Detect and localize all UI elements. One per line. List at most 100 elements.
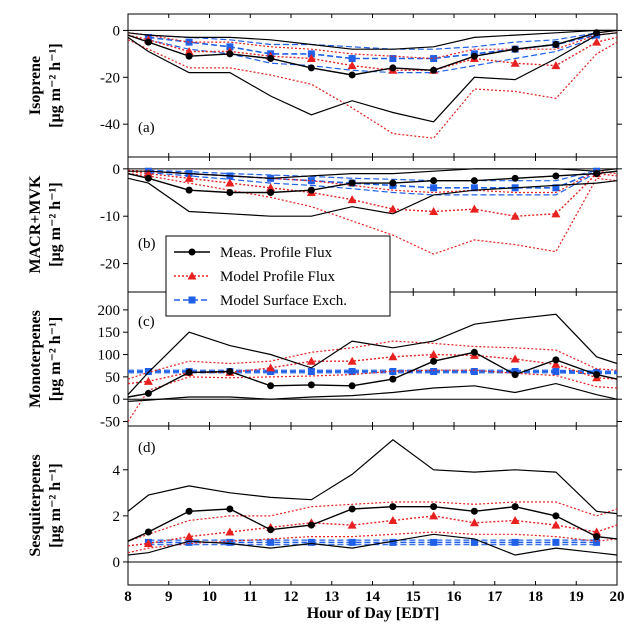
meas-point (430, 177, 438, 185)
model-surface-point (307, 177, 315, 185)
y-tick-label: 4 (113, 463, 121, 479)
model-surface-point (348, 538, 356, 546)
meas-point (470, 177, 478, 185)
panel-b: 0 -10 -20 (b) MACR+MVK [μg m⁻² h⁻¹] (27, 156, 622, 293)
model-profile-point (143, 539, 153, 548)
panel-letter: (d) (138, 440, 156, 456)
model-profile-point (388, 515, 398, 524)
meas-lower-bound (128, 382, 617, 402)
legend-label-model-profile: Model Profile Flux (220, 269, 335, 285)
x-axis-title: Hour of Day [EDT] (307, 605, 440, 622)
x-tick-label: 18 (528, 589, 543, 605)
meas-point (430, 357, 438, 365)
meas-point (511, 503, 519, 511)
panel-letter: (c) (138, 314, 155, 330)
y-axis-title: Monoterpenes (27, 310, 44, 408)
model-profile-mean-line (128, 353, 617, 385)
y-tick-label: 50 (105, 370, 120, 386)
model-profile-point (510, 354, 520, 363)
y-tick-label: 200 (98, 303, 121, 319)
y-axis-title: MACR+MVK (27, 175, 44, 274)
x-tick-label: 10 (202, 589, 217, 605)
meas-point (307, 64, 315, 72)
panel-data (128, 167, 617, 255)
x-tick-label: 15 (406, 589, 421, 605)
panel-data (128, 439, 617, 556)
meas-point (348, 179, 356, 187)
model-surface-point (226, 43, 234, 51)
meas-point (593, 371, 601, 379)
x-tick-label: 11 (243, 589, 257, 605)
model-surface-point (430, 368, 438, 376)
meas-point (185, 186, 193, 194)
y-tick-label: 0 (113, 555, 121, 571)
meas-point (552, 356, 560, 364)
legend-label-meas: Meas. Profile Flux (220, 245, 333, 261)
y-tick-label: 0 (113, 23, 121, 39)
meas-point (267, 526, 275, 534)
meas-point (226, 368, 234, 376)
model-surface-point (307, 50, 315, 58)
y-tick-label: 2 (113, 509, 121, 525)
meas-point (226, 505, 234, 513)
model-profile-point (429, 206, 439, 215)
model-profile-lower-bound (128, 369, 617, 422)
meas-mean-line (128, 505, 617, 542)
model-profile-point (347, 356, 357, 365)
x-tick-label: 8 (124, 589, 132, 605)
panel-letter: (b) (138, 236, 156, 252)
meas-point (430, 66, 438, 74)
model-surface-point (552, 368, 560, 376)
model-profile-point (592, 527, 602, 536)
model-surface-point (552, 184, 560, 192)
model-surface-mean-line (128, 370, 617, 374)
y-tick-label: -20 (100, 70, 120, 86)
meas-point (552, 40, 560, 48)
model-surface-point (185, 538, 193, 546)
meas-upper-bound (128, 168, 617, 179)
meas-point (144, 389, 152, 397)
model-profile-point (551, 61, 561, 70)
plot-layer: 0-20-40 (a)Isoprene [μg m⁻² h⁻¹]0-10-20(b)… (27, 13, 625, 605)
model-profile-point (184, 173, 194, 182)
meas-lower-bound (128, 533, 617, 556)
model-profile-point (510, 515, 520, 524)
model-surface-point (389, 55, 397, 63)
y-tick-label: -20 (100, 257, 120, 273)
y-axis-title: Isoprene (27, 56, 44, 115)
model-profile-point (266, 183, 276, 192)
model-surface-point (430, 184, 438, 192)
model-surface-point (267, 368, 275, 376)
y-axis-unit: [μg m⁻² h⁻¹] (47, 463, 64, 547)
panel-data (128, 29, 617, 139)
model-profile-point (510, 211, 520, 220)
model-profile-point (510, 58, 520, 67)
meas-point (470, 348, 478, 356)
y-tick-label: 0 (113, 392, 121, 408)
meas-point (511, 174, 519, 182)
model-profile-point (347, 520, 357, 529)
meas-point (144, 174, 152, 182)
meas-point (593, 533, 601, 541)
meas-mean-line (128, 351, 617, 398)
model-profile-point (469, 204, 479, 213)
meas-point (470, 52, 478, 60)
meas-point (389, 375, 397, 383)
model-surface-point (226, 538, 234, 546)
panel-c: 200 150 100 50 0 -50 (c) Monoterpenes [μg m⁻² h⁻… (27, 291, 622, 431)
panel-data (128, 313, 617, 422)
meas-upper-bound (128, 313, 617, 396)
y-tick-label: 0 (113, 162, 121, 178)
model-surface-upper-bound (128, 369, 617, 372)
model-profile-point (143, 376, 153, 385)
model-surface-point (430, 538, 438, 546)
model-profile-point (347, 195, 357, 204)
legend-marker-model-surface (188, 296, 196, 304)
meas-point (430, 503, 438, 511)
model-profile-point (551, 359, 561, 368)
y-tick-label: -40 (100, 117, 120, 133)
model-surface-point (144, 368, 152, 376)
model-profile-point (469, 518, 479, 527)
meas-point (267, 55, 275, 63)
